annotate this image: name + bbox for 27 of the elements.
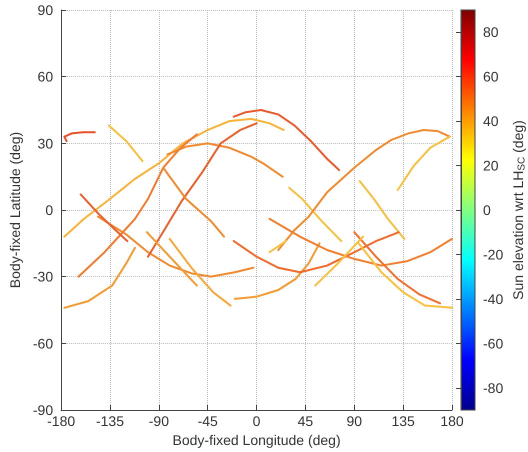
y-tick-label: 0 (45, 202, 54, 218)
y-tick-label: 90 (38, 2, 54, 18)
color-bar-label: 80 (483, 24, 499, 40)
y-tick-label: -90 (32, 402, 54, 418)
y-axis-title: Body-fixed Latitude (deg) (7, 132, 23, 288)
x-axis-title: Body-fixed Longitude (deg) (172, 432, 341, 448)
x-tick-label: -90 (148, 413, 170, 429)
color-bar-label: -20 (483, 246, 504, 262)
color-bar-label: 60 (483, 68, 499, 85)
y-tick-label: 30 (38, 135, 54, 152)
color-bar-label: -80 (483, 380, 504, 396)
x-tick-label: 180 (440, 413, 464, 429)
color-bar-label: 0 (483, 202, 491, 218)
color-bar-title: Sun elevation wrt LHSC (deg) (510, 120, 528, 300)
y-tick-label: 60 (38, 68, 54, 85)
color-bar-label: 20 (483, 158, 499, 174)
y-tick-label: -30 (32, 268, 54, 285)
x-tick-label: -45 (198, 413, 218, 429)
x-tick-label: 90 (346, 413, 362, 429)
x-tick-label: 0 (252, 413, 261, 429)
x-tick-label: 135 (391, 413, 416, 429)
color-bar-label: -60 (483, 335, 504, 352)
color-bar-label: 40 (483, 113, 499, 130)
color-bar-label: -40 (483, 290, 504, 307)
x-tick-label: 45 (298, 413, 314, 429)
y-tick-label: -60 (32, 335, 54, 352)
x-tick-label: -135 (96, 413, 124, 429)
